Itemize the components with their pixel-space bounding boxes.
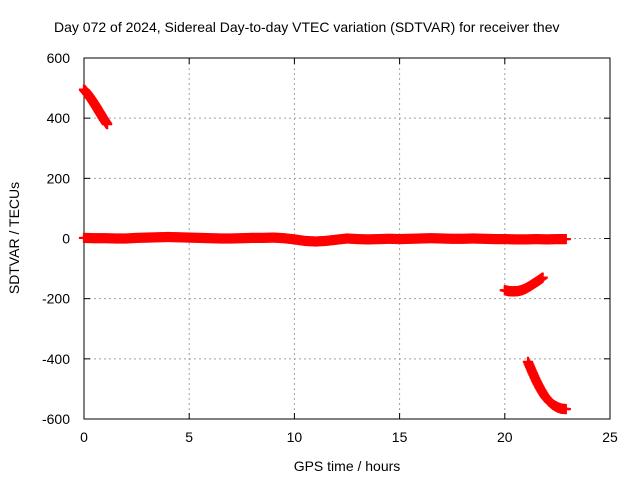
- y-tick-label: 0: [62, 231, 70, 247]
- data-points: [78, 84, 571, 415]
- y-tick-label: 200: [47, 170, 71, 186]
- data-point: [537, 272, 548, 283]
- y-tick-label: -400: [42, 351, 70, 367]
- x-tick-label: 20: [497, 429, 513, 445]
- x-tick-label: 25: [602, 429, 618, 445]
- data-point: [560, 403, 571, 415]
- data-point: [102, 119, 113, 130]
- y-tick-label: -200: [42, 291, 70, 307]
- data-point: [560, 234, 571, 245]
- x-tick-label: 10: [287, 429, 303, 445]
- axis-ticks: 0 5 10 15 20 25 -600 -400 -200 0 200 400 600: [42, 50, 618, 445]
- y-axis-title: SDTVAR / TECUs: [6, 182, 22, 294]
- x-axis-title: GPS time / hours: [294, 458, 401, 474]
- chart-title: Day 072 of 2024, Sidereal Day-to-day VTE…: [54, 19, 560, 35]
- y-tick-label: 600: [47, 50, 71, 66]
- x-tick-label: 0: [80, 429, 88, 445]
- y-tick-label: -600: [42, 411, 70, 427]
- x-tick-label: 5: [185, 429, 193, 445]
- y-tick-label: 400: [47, 110, 71, 126]
- x-tick-label: 15: [392, 429, 408, 445]
